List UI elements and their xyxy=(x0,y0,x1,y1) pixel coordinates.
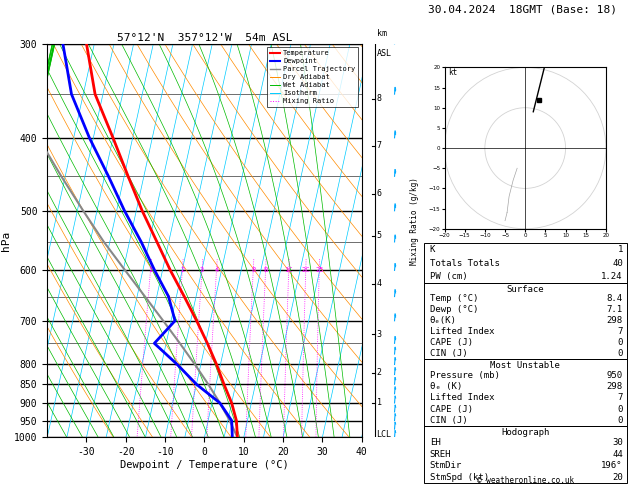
Text: 950: 950 xyxy=(606,371,623,380)
Text: 1: 1 xyxy=(377,399,382,407)
Text: 44: 44 xyxy=(612,450,623,459)
Text: SREH: SREH xyxy=(430,450,451,459)
Text: kt: kt xyxy=(448,69,458,77)
Text: 298: 298 xyxy=(606,382,623,391)
Text: 25: 25 xyxy=(315,267,323,274)
Text: CAPE (J): CAPE (J) xyxy=(430,338,473,347)
Text: LCL: LCL xyxy=(377,430,392,438)
X-axis label: Dewpoint / Temperature (°C): Dewpoint / Temperature (°C) xyxy=(120,460,289,470)
Text: Pressure (mb): Pressure (mb) xyxy=(430,371,499,380)
Text: Most Unstable: Most Unstable xyxy=(490,361,560,370)
Legend: Temperature, Dewpoint, Parcel Trajectory, Dry Adiabat, Wet Adiabat, Isotherm, Mi: Temperature, Dewpoint, Parcel Trajectory… xyxy=(267,47,358,107)
Text: 196°: 196° xyxy=(601,461,623,470)
Text: Surface: Surface xyxy=(506,285,544,294)
Text: Temp (°C): Temp (°C) xyxy=(430,295,478,303)
Text: Mixing Ratio (g/kg): Mixing Ratio (g/kg) xyxy=(409,177,419,265)
Text: 8: 8 xyxy=(251,267,255,274)
Text: 7: 7 xyxy=(377,141,382,150)
Text: 30.04.2024  18GMT (Base: 18): 30.04.2024 18GMT (Base: 18) xyxy=(428,5,616,15)
Text: 1: 1 xyxy=(148,267,153,274)
Text: B: B xyxy=(264,267,268,274)
Text: 2: 2 xyxy=(377,368,382,377)
Text: Totals Totals: Totals Totals xyxy=(430,259,499,268)
Text: 8.4: 8.4 xyxy=(606,295,623,303)
Text: EH: EH xyxy=(430,438,440,447)
Text: 0: 0 xyxy=(618,349,623,358)
Bar xyxy=(423,427,627,484)
Title: 57°12'N  357°12'W  54m ASL: 57°12'N 357°12'W 54m ASL xyxy=(116,33,292,43)
Text: km: km xyxy=(377,29,387,38)
Text: 1.24: 1.24 xyxy=(601,272,623,281)
Text: Dewp (°C): Dewp (°C) xyxy=(430,306,478,314)
Text: θₑ (K): θₑ (K) xyxy=(430,382,462,391)
Text: 4: 4 xyxy=(377,279,382,288)
Text: CAPE (J): CAPE (J) xyxy=(430,405,473,414)
Text: 5: 5 xyxy=(377,231,382,241)
Text: 6: 6 xyxy=(377,190,382,198)
Text: 298: 298 xyxy=(606,316,623,326)
Text: 20: 20 xyxy=(612,473,623,482)
Text: ASL: ASL xyxy=(377,49,392,58)
Text: 0: 0 xyxy=(618,417,623,425)
Text: 7: 7 xyxy=(618,328,623,336)
Text: θₑ(K): θₑ(K) xyxy=(430,316,457,326)
Text: 0: 0 xyxy=(618,405,623,414)
Text: 30: 30 xyxy=(612,438,623,447)
Bar xyxy=(423,283,627,359)
Text: 7: 7 xyxy=(618,394,623,402)
Text: Hodograph: Hodograph xyxy=(501,428,549,437)
Text: CIN (J): CIN (J) xyxy=(430,349,467,358)
Text: 2C: 2C xyxy=(301,267,310,274)
Text: 3: 3 xyxy=(200,267,204,274)
Text: K: K xyxy=(430,245,435,254)
Text: 4: 4 xyxy=(214,267,219,274)
Text: 40: 40 xyxy=(612,259,623,268)
Text: 3: 3 xyxy=(377,330,382,339)
Text: PW (cm): PW (cm) xyxy=(430,272,467,281)
Y-axis label: hPa: hPa xyxy=(1,230,11,251)
Text: CIN (J): CIN (J) xyxy=(430,417,467,425)
Text: 1: 1 xyxy=(618,245,623,254)
Text: 1C: 1C xyxy=(284,267,293,274)
Text: 8: 8 xyxy=(377,94,382,104)
Bar xyxy=(423,243,627,283)
Text: 0: 0 xyxy=(618,338,623,347)
Text: StmSpd (kt): StmSpd (kt) xyxy=(430,473,489,482)
Text: 2: 2 xyxy=(180,267,184,274)
Text: 7.1: 7.1 xyxy=(606,306,623,314)
Text: © weatheronline.co.uk: © weatheronline.co.uk xyxy=(477,476,574,485)
Text: Lifted Index: Lifted Index xyxy=(430,328,494,336)
Bar xyxy=(423,359,627,427)
Text: Lifted Index: Lifted Index xyxy=(430,394,494,402)
Text: StmDir: StmDir xyxy=(430,461,462,470)
